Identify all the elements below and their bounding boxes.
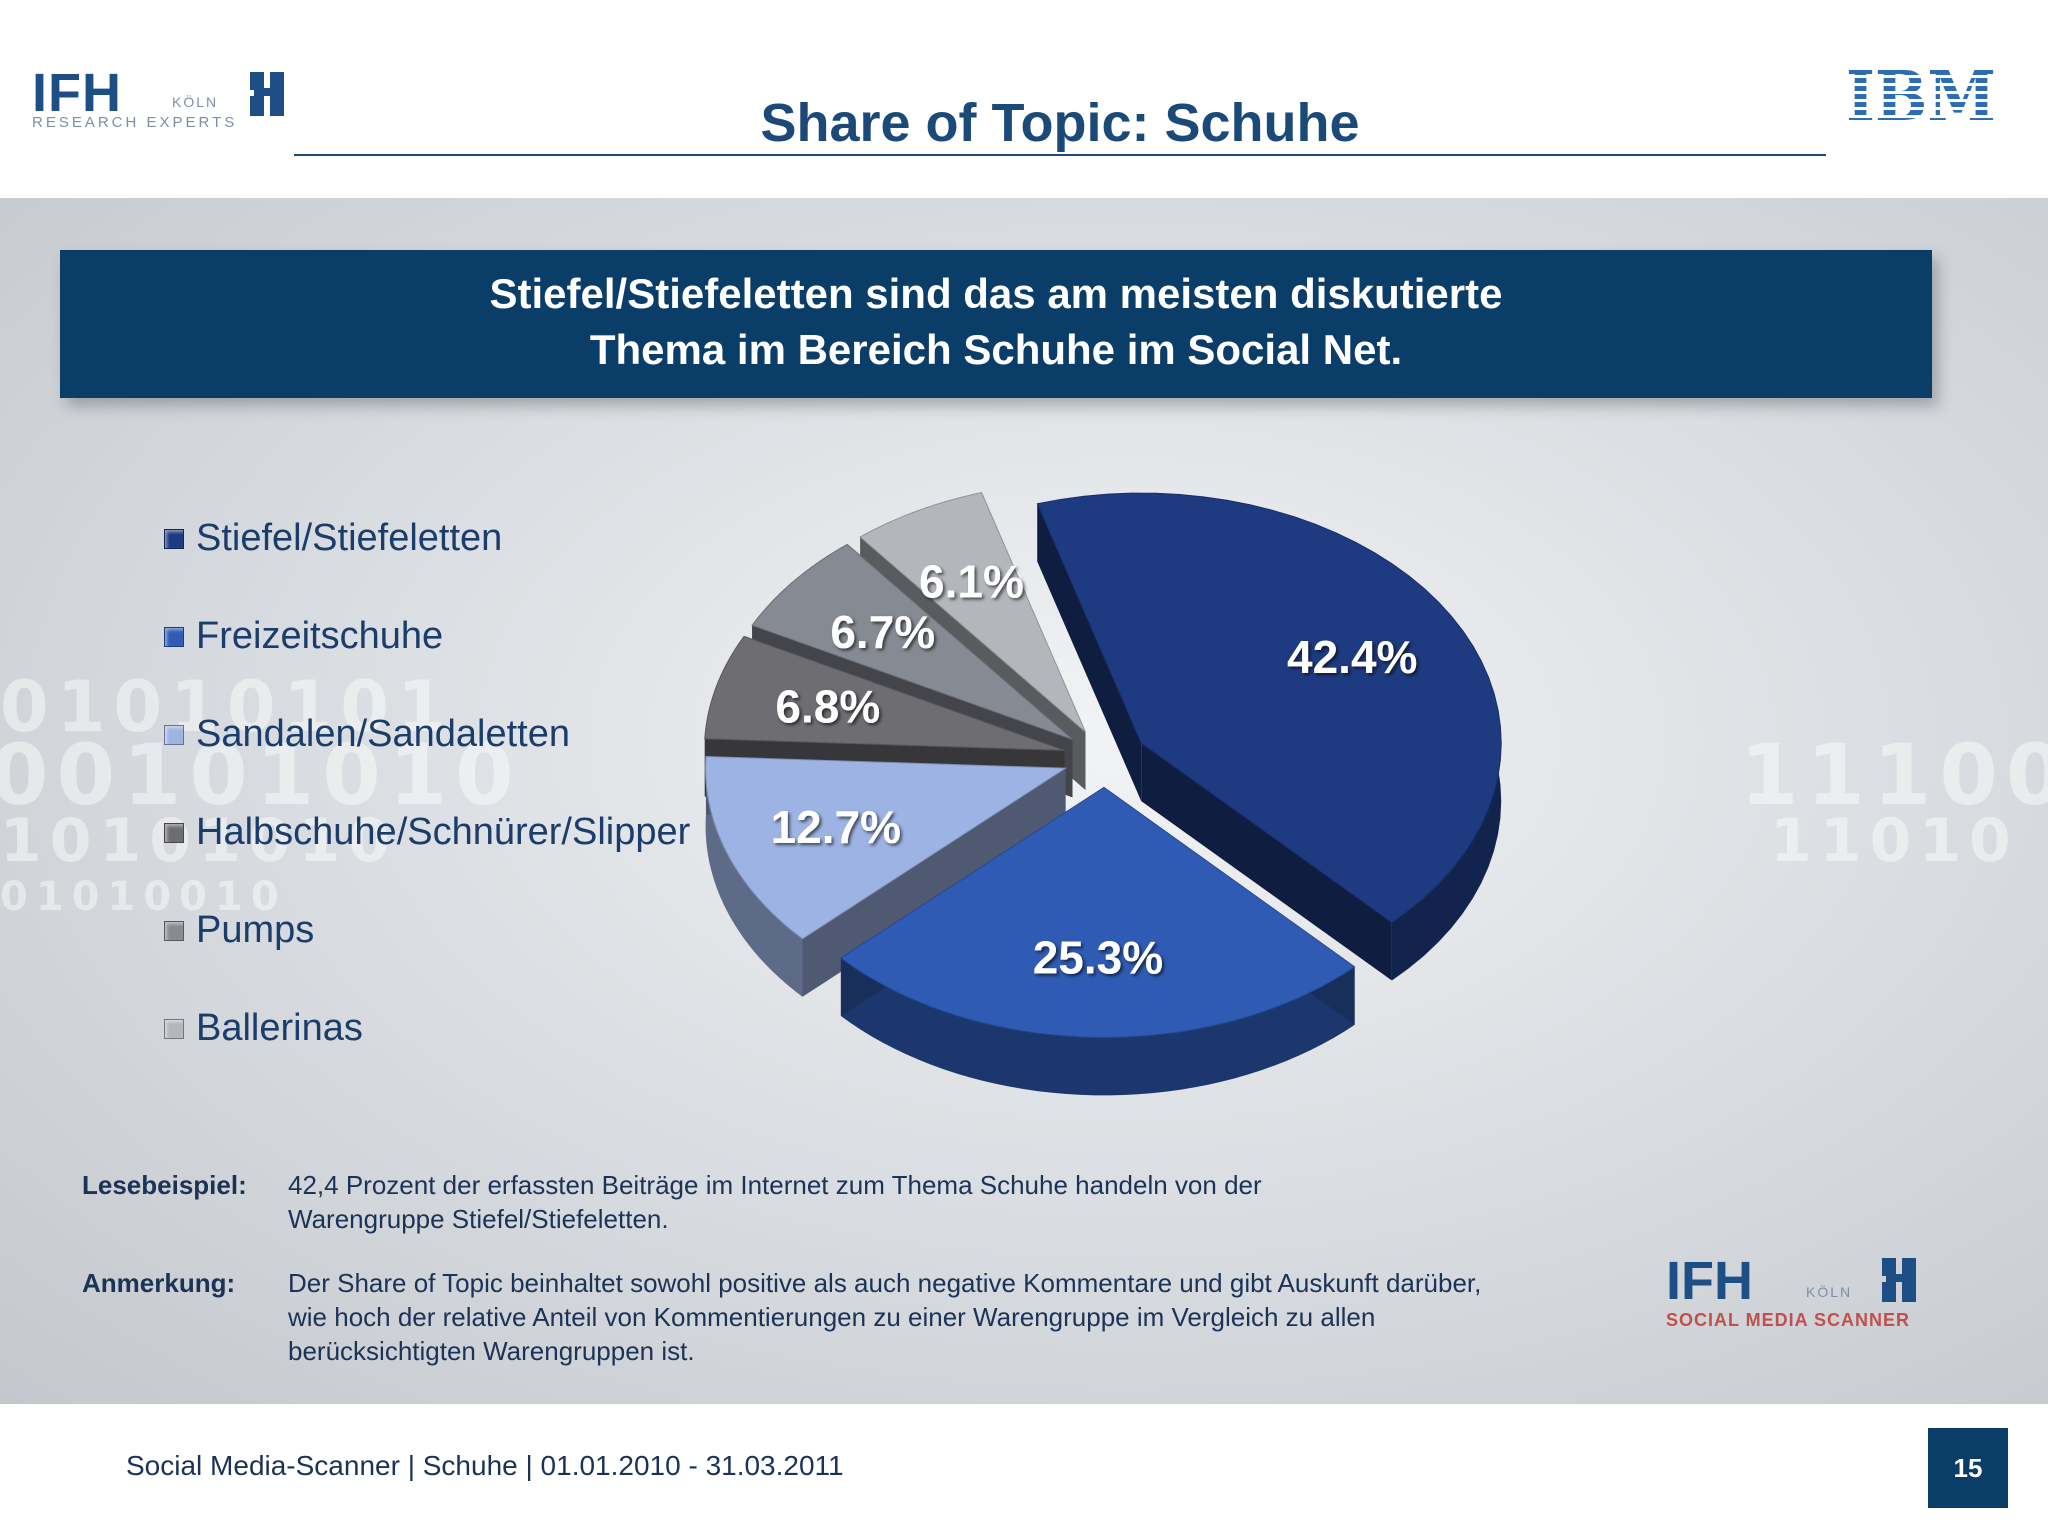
pie-value-label-2: 12.7% xyxy=(771,801,901,853)
ifh-logo-tagline: RESEARCH EXPERTS xyxy=(32,114,238,131)
pie-slice-2 xyxy=(705,755,1068,997)
ifh-logo-mark xyxy=(250,72,284,116)
legend-label-halbschuhe: Halbschuhe/Schnürer/Slipper xyxy=(196,811,691,853)
headline-line-2: Thema im Bereich Schuhe im Social Net. xyxy=(589,326,1403,373)
remark-line-1: Der Share of Topic beinhaltet sowohl pos… xyxy=(288,1268,1482,1298)
pie-value-label-1: 25.3% xyxy=(1033,931,1163,983)
background-digits-6: 11010 xyxy=(1770,806,2019,876)
background-digits-3: 10101010 xyxy=(0,806,398,876)
headline-banner: Stiefel/Stiefeletten sind das am meisten… xyxy=(60,250,1932,398)
legend-label-ballerinas: Ballerinas xyxy=(196,1007,363,1049)
pie-chart: 42.4% 25.3% 12.7% 6.8% 6.7%6.1% xyxy=(704,492,1502,1096)
reading-example-label: Lesebeispiel: xyxy=(82,1170,247,1200)
page-title: Share of Topic: Schuhe xyxy=(760,93,1360,153)
pie-value-label-4: 6.7% xyxy=(830,606,935,658)
title-divider xyxy=(294,154,1826,156)
remark-text: Der Share of Topic beinhaltet sowohl pos… xyxy=(288,1266,1618,1368)
slide-header: IFH KÖLN RESEARCH EXPERTS Share of Topic… xyxy=(0,0,2048,198)
legend-label-freizeitschuhe: Freizeitschuhe xyxy=(196,615,444,657)
remark-label: Anmerkung: xyxy=(82,1268,236,1298)
slide-footer: Social Media-Scanner | Schuhe | 01.01.20… xyxy=(0,1404,2048,1536)
legend-swatch-freizeitschuhe xyxy=(164,627,184,647)
pie-slice-0 xyxy=(1036,492,1502,981)
legend-label-stiefel: Stiefel/Stiefeletten xyxy=(196,517,503,559)
legend-label-sandalen: Sandalen/Sandaletten xyxy=(196,713,570,755)
headline-line-1: Stiefel/Stiefeletten sind das am meisten… xyxy=(489,270,1503,317)
background-digits-2: 00101010 xyxy=(0,726,522,824)
remark-line-3: berücksichtigten Warengruppen ist. xyxy=(288,1336,695,1366)
background-digits-4: 01010010 xyxy=(0,874,287,920)
sms-logo-mark xyxy=(1882,1258,1916,1302)
sms-logo-city: KÖLN xyxy=(1806,1284,1853,1300)
social-media-scanner-logo: IFH KÖLN SOCIAL MEDIA SCANNER xyxy=(1666,1254,1926,1344)
footer-text: Social Media-Scanner | Schuhe | 01.01.20… xyxy=(126,1450,844,1481)
sms-logo-text: IFH xyxy=(1666,1251,1753,1311)
reading-example-text: 42,4 Prozent der erfassten Beiträge im I… xyxy=(288,1168,1618,1236)
reading-example-line-2: Warengruppe Stiefel/Stiefeletten. xyxy=(288,1204,669,1234)
ifh-logo: IFH KÖLN RESEARCH EXPERTS xyxy=(32,63,284,136)
background-digits-5: 11100 xyxy=(1740,726,2048,824)
pie-value-label-5: 6.1% xyxy=(919,556,1024,608)
pie-slice-1 xyxy=(840,786,1356,1096)
legend-swatch-sandalen xyxy=(164,725,184,745)
legend-swatch-halbschuhe xyxy=(164,823,184,843)
pie-value-label-3: 6.8% xyxy=(775,681,880,733)
legend-swatch-pumps xyxy=(164,921,184,941)
ifh-logo-city: KÖLN xyxy=(172,94,219,110)
legend-label-pumps: Pumps xyxy=(196,909,315,951)
background-digits-1: 01010101 xyxy=(0,666,454,748)
reading-example-line-1: 42,4 Prozent der erfassten Beiträge im I… xyxy=(288,1170,1262,1200)
chart-area: 01010101 00101010 10101010 01010010 1110… xyxy=(0,198,2048,1404)
remark-line-2: wie hoch der relative Anteil von Komment… xyxy=(288,1302,1376,1332)
legend-swatch-stiefel xyxy=(164,529,184,549)
page-number: 15 xyxy=(1928,1428,2008,1508)
ifh-logo-text: IFH xyxy=(32,63,122,123)
legend-swatch-ballerinas xyxy=(164,1019,184,1039)
sms-logo-tagline: SOCIAL MEDIA SCANNER xyxy=(1666,1310,1911,1330)
pie-value-label-0: 42.4% xyxy=(1287,631,1417,683)
svg-text:IBM: IBM xyxy=(1846,62,1996,132)
ibm-logo: IBM xyxy=(1846,57,2006,137)
